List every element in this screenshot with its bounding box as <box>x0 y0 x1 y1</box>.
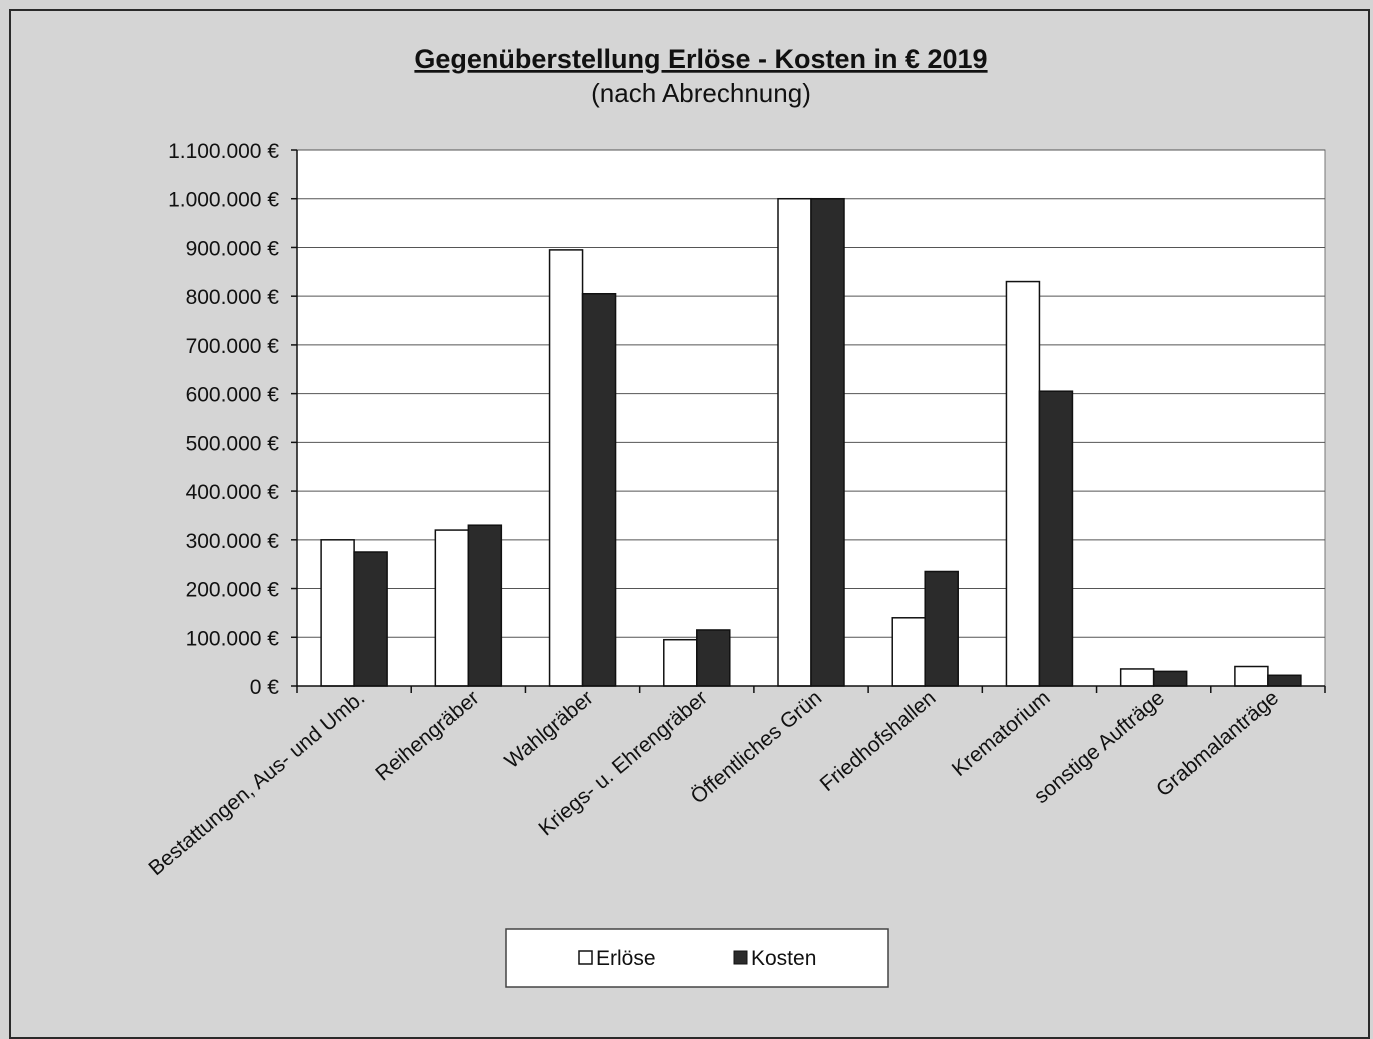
bar-kosten <box>467 524 503 687</box>
y-tick-label: 300.000 € <box>186 530 280 553</box>
legend-swatch-kosten <box>733 950 748 965</box>
y-tick-label: 1.000.000 € <box>168 189 279 212</box>
bar-erloese <box>320 539 355 687</box>
bar-kosten <box>810 197 845 687</box>
y-tick-label: 900.000 € <box>186 237 280 260</box>
x-tick-label: Krematorium <box>948 686 1055 781</box>
bars <box>320 197 1302 687</box>
x-axis-ticks: Bestattungen, Aus- und Umb. Reihengräber W… <box>144 686 1283 880</box>
y-tick-label: 0 € <box>250 676 280 699</box>
bar-kosten <box>696 629 731 687</box>
y-tick-label: 400.000 € <box>186 481 280 504</box>
y-tick-label: 500.000 € <box>186 432 280 455</box>
bar-kosten <box>1038 390 1074 687</box>
bar-erloese <box>777 197 812 687</box>
bar-erloese <box>1234 665 1269 687</box>
bar-kosten <box>353 551 388 687</box>
legend-swatch-erloese <box>578 950 593 965</box>
bar-kosten <box>924 570 959 687</box>
bar-erloese <box>1119 668 1155 687</box>
x-tick-label: Friedhofshallen <box>816 686 941 796</box>
y-tick-label: 100.000 € <box>186 627 280 650</box>
y-tick-label: 600.000 € <box>186 384 280 407</box>
bar-erloese <box>663 638 698 687</box>
legend-label-erloese: Erlöse <box>596 947 656 970</box>
chart-title: Gegenüberstellung Erlöse - Kosten in € 2… <box>414 44 987 74</box>
legend-label-kosten: Kosten <box>751 947 816 970</box>
bar-erloese <box>548 249 584 687</box>
bar-erloese <box>891 617 926 687</box>
x-tick-label: Wahlgräber <box>500 686 597 773</box>
y-tick-label: 700.000 € <box>186 335 280 358</box>
axes <box>296 150 1326 693</box>
bar-erloese <box>1005 280 1041 687</box>
chart-subtitle: (nach Abrechnung) <box>591 78 811 108</box>
y-axis-ticks: 0 € 100.000 € 200.000 € 300.000 € 400.000 € 5… <box>168 140 297 699</box>
x-tick-label: Reihengräber <box>371 686 483 785</box>
x-tick-label: Grabmalanträge <box>1152 686 1283 801</box>
legend-box <box>505 928 889 988</box>
y-tick-label: 800.000 € <box>186 286 280 309</box>
bar-kosten <box>581 292 617 687</box>
x-tick-label: Bestattungen, Aus- und Umb. <box>144 686 369 880</box>
y-tick-label: 1.100.000 € <box>168 140 279 163</box>
bar-erloese <box>434 529 470 687</box>
bar-kosten <box>1267 674 1302 687</box>
bar-kosten <box>1152 670 1188 687</box>
y-tick-label: 200.000 € <box>186 579 280 602</box>
legend: Erlöse Kosten <box>505 928 889 988</box>
